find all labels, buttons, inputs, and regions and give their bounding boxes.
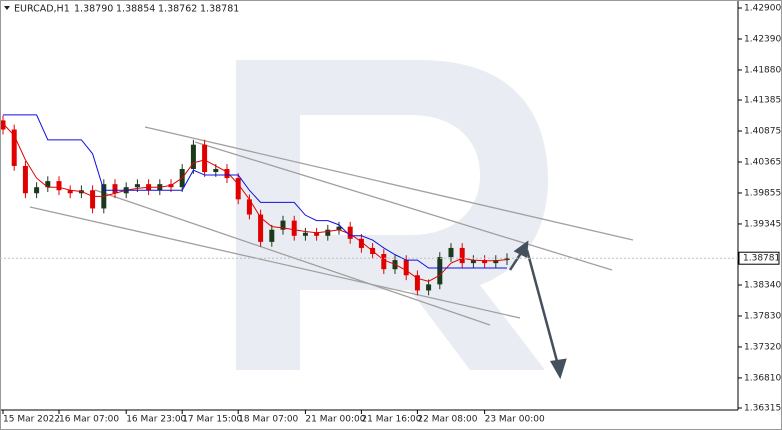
candle-body (426, 284, 432, 291)
symbol: EURCAD,H1 (14, 4, 70, 15)
candle-body (202, 144, 208, 173)
indicator-line (3, 114, 507, 269)
candle-body (358, 238, 364, 248)
candle-body (291, 220, 297, 236)
candle-body (470, 260, 476, 264)
candle-body (504, 258, 510, 261)
y-tick-label: 1.40875 (744, 127, 781, 137)
current-price-label: 1.38781 (743, 254, 780, 264)
watermark-logo (236, 60, 548, 370)
candle-body (403, 260, 409, 276)
candle-body (11, 129, 17, 166)
channel-line (144, 126, 634, 241)
candle-body (190, 144, 196, 169)
y-tick-label: 1.42900 (744, 4, 781, 14)
candle-body (280, 220, 286, 230)
x-tick-label: 16 Mar 23:00 (126, 415, 186, 425)
candle-body (269, 229, 275, 242)
x-tick-label: 15 Mar 2022 (3, 415, 60, 425)
arrow-head (550, 358, 567, 380)
candle-body (459, 247, 465, 264)
candle-body (235, 178, 241, 200)
y-tick-label: 1.38340 (744, 280, 781, 290)
y-tick-label: 1.39855 (744, 188, 781, 198)
y-tick-label: 1.41880 (744, 65, 781, 75)
channel-line (29, 206, 521, 319)
candle-body (347, 226, 353, 239)
candle-body (302, 232, 308, 236)
candle-body (22, 165, 28, 194)
x-tick-label: 22 Mar 08:00 (417, 415, 477, 425)
candle-body (112, 184, 118, 194)
candle-body (448, 247, 454, 258)
candle-body (246, 199, 252, 215)
indicator-line (2, 123, 508, 282)
y-tick-label: 1.41385 (744, 96, 781, 106)
arrow-segment (525, 249, 560, 366)
current-price-box (738, 251, 780, 265)
candle-body (437, 257, 443, 285)
candle-body (56, 181, 62, 191)
candle-body (0, 120, 6, 130)
candle-body (314, 232, 320, 236)
plot-area (0, 114, 510, 296)
forecast-arrow (508, 240, 567, 380)
candle-body (414, 275, 420, 291)
x-tick-label: 21 Mar 16:00 (361, 415, 421, 425)
header-high: 1.38854 (116, 4, 155, 15)
candle-body (45, 181, 51, 188)
arrow-head (513, 240, 529, 258)
y-tick-label: 1.37320 (744, 342, 781, 352)
y-tick-label: 1.39345 (744, 219, 781, 229)
x-tick-label: 16 Mar 07:00 (59, 415, 119, 425)
header-close: 1.38781 (200, 4, 239, 15)
x-tick-label: 23 Mar 00:00 (485, 415, 545, 425)
y-tick-label: 1.40365 (744, 157, 781, 167)
header-low: 1.38762 (158, 4, 197, 15)
header-open: 1.38790 (74, 4, 113, 15)
candle-body (381, 254, 387, 270)
candle-body (258, 214, 264, 242)
x-tick-label: 21 Mar 00:00 (305, 415, 365, 425)
candle-body (134, 184, 140, 188)
y-tick-label: 1.36810 (744, 373, 781, 383)
candle-body (482, 260, 488, 264)
candle-body (213, 168, 219, 173)
menu-triangle (4, 6, 10, 10)
channel-line (194, 141, 613, 271)
x-tick-label: 17 Mar 15:00 (182, 415, 242, 425)
channel-line (94, 189, 491, 326)
trend-lines (29, 126, 634, 326)
candle-body (336, 226, 342, 230)
x-tick-label: 18 Mar 07:00 (238, 415, 298, 425)
candle-body (493, 260, 499, 264)
y-tick-label: 1.37830 (744, 311, 781, 321)
y-tick-label: 1.36315 (744, 403, 781, 413)
candle-body (90, 190, 96, 209)
candle-body (325, 229, 331, 236)
candle-body (224, 168, 230, 179)
candle-body (34, 187, 40, 194)
y-tick-label: 1.42390 (744, 34, 781, 44)
candle-body (67, 190, 73, 194)
